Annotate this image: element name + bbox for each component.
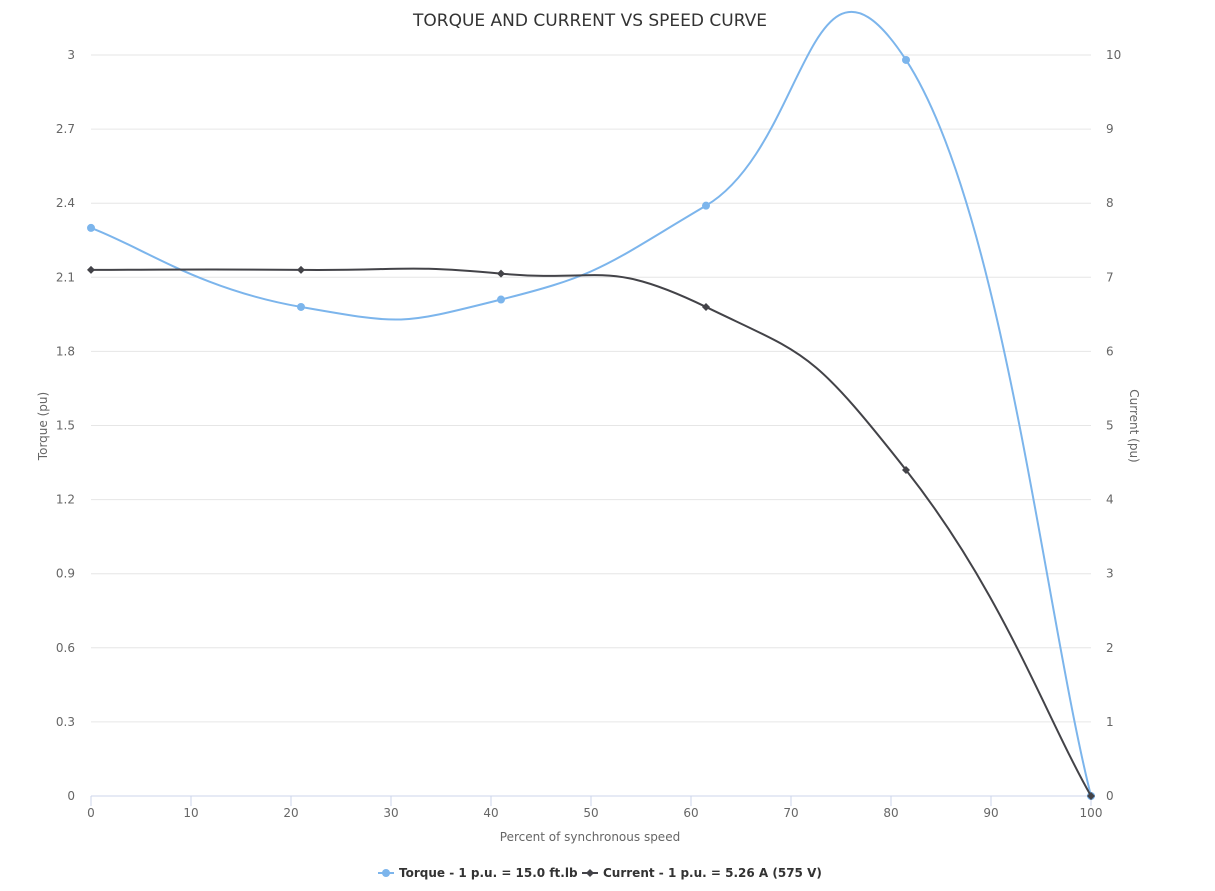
- y-right-tick-label: 6: [1106, 344, 1114, 358]
- axes: 00.30.60.91.21.51.82.12.42.7301234567891…: [56, 48, 1121, 820]
- gridlines: [91, 54, 1091, 723]
- y-right-tick-label: 10: [1106, 48, 1121, 62]
- x-tick-label: 30: [383, 806, 398, 820]
- legend-current-marker: [586, 869, 594, 877]
- y-left-tick-label: 0.3: [56, 715, 75, 729]
- y-left-tick-label: 1.8: [56, 344, 75, 358]
- chart-title: TORQUE AND CURRENT VS SPEED CURVE: [412, 11, 767, 31]
- x-tick-label: 20: [283, 806, 298, 820]
- y-right-tick-label: 7: [1106, 270, 1114, 284]
- legend-current-label: Current - 1 p.u. = 5.26 A (575 V): [603, 866, 822, 880]
- x-tick-label: 0: [87, 806, 95, 820]
- y-right-tick-label: 9: [1106, 122, 1114, 136]
- y-left-tick-label: 0.9: [56, 567, 75, 581]
- legend-torque-marker: [382, 869, 390, 877]
- x-axis-title: Percent of synchronous speed: [500, 830, 680, 844]
- current-data-point: [702, 302, 710, 311]
- y-left-tick-label: 0: [67, 789, 75, 803]
- x-tick-label: 60: [683, 806, 698, 820]
- y-left-tick-label: 2.7: [56, 122, 75, 136]
- x-tick-label: 80: [883, 806, 898, 820]
- y-right-axis-title: Current (pu): [1127, 389, 1141, 462]
- y-right-tick-label: 4: [1106, 493, 1114, 507]
- x-tick-label: 40: [483, 806, 498, 820]
- y-left-tick-label: 2.4: [56, 196, 75, 210]
- y-right-tick-label: 5: [1106, 419, 1114, 433]
- x-tick-label: 100: [1080, 806, 1103, 820]
- current-data-point: [297, 265, 305, 274]
- current-data-point: [902, 465, 910, 474]
- y-right-tick-label: 1: [1106, 715, 1114, 729]
- x-tick-label: 50: [583, 806, 598, 820]
- y-left-tick-label: 1.5: [56, 419, 75, 433]
- legend: Torque - 1 p.u. = 15.0 ft.lb Current - 1 …: [378, 866, 822, 880]
- y-right-tick-label: 3: [1106, 567, 1114, 581]
- current-data-point: [87, 265, 95, 274]
- current-series-line: [90, 267, 1092, 797]
- current-data-point: [1087, 792, 1095, 800]
- y-left-tick-label: 3: [67, 48, 75, 62]
- x-tick-label: 10: [183, 806, 198, 820]
- torque-data-point: [497, 295, 505, 304]
- y-left-tick-label: 2.1: [56, 270, 75, 284]
- y-right-tick-label: 2: [1106, 641, 1114, 655]
- y-right-tick-label: 0: [1106, 789, 1114, 803]
- x-tick-label: 90: [983, 806, 998, 820]
- y-left-tick-label: 0.6: [56, 641, 75, 655]
- series-layer: [87, 11, 1095, 800]
- torque-data-point: [902, 55, 910, 64]
- y-right-tick-label: 8: [1106, 196, 1114, 210]
- current-data-point: [497, 269, 505, 278]
- y-left-tick-label: 1.2: [56, 493, 75, 507]
- torque-data-point: [87, 223, 95, 232]
- legend-torque-label: Torque - 1 p.u. = 15.0 ft.lb: [399, 866, 578, 880]
- torque-data-point: [297, 302, 305, 311]
- y-left-axis-title: Torque (pu): [36, 392, 50, 461]
- x-tick-label: 70: [783, 806, 798, 820]
- torque-data-point: [702, 201, 710, 210]
